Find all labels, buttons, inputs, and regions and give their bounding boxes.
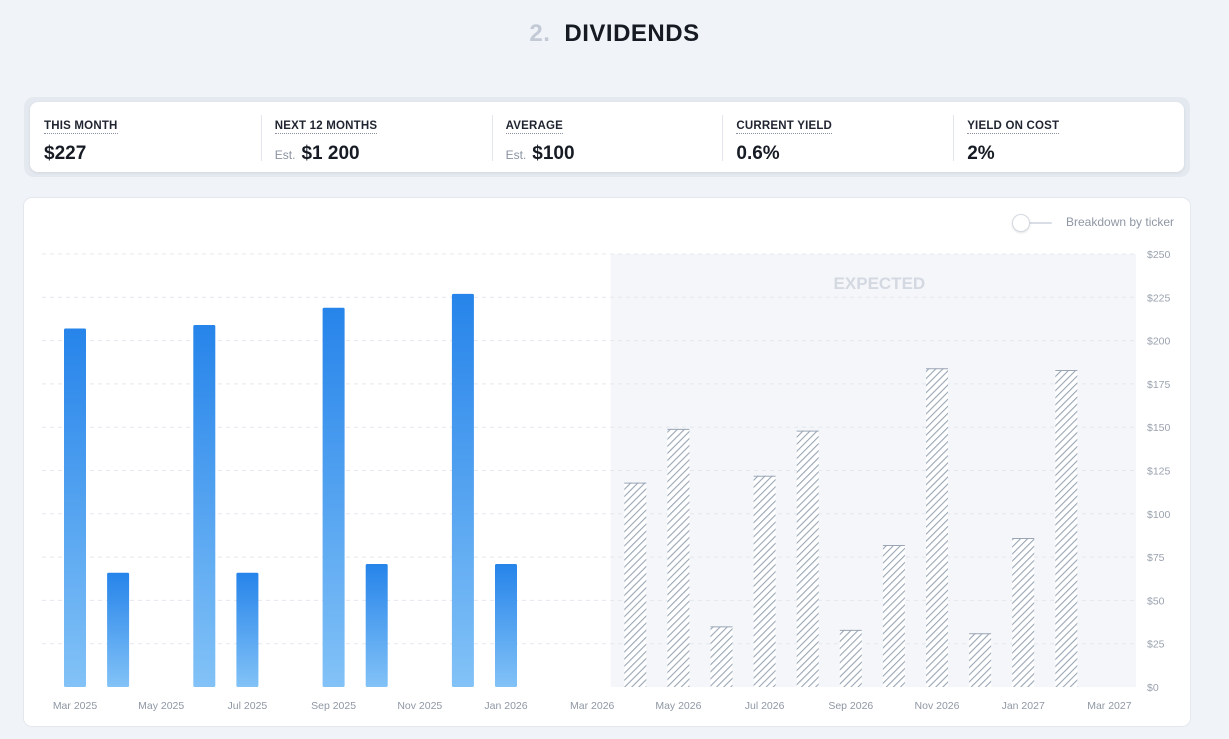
stat-value: $100 [532,143,575,164]
stat-value: $1 200 [301,143,360,164]
stat-yield-on-cost: YIELD ON COST 2% [953,102,1184,172]
expected-bar [926,368,948,687]
y-tick-label: $25 [1147,639,1165,651]
actual-bar [193,325,216,687]
stats-card: THIS MONTH $227 NEXT 12 MONTHS Est. $1 2… [30,102,1184,172]
stat-prefix: Est. [505,148,527,162]
section-title: 2. DIVIDENDS [0,20,1229,48]
y-tick-label: $175 [1147,379,1171,391]
actual-bar [495,564,517,687]
expected-bar [667,428,690,687]
stat-next-12-months: NEXT 12 MONTHS Est. $1 200 [260,102,492,172]
x-tick-label: Jan 2026 [484,700,527,712]
stat-label[interactable]: AVERAGE [505,120,564,134]
expected-bar [1055,370,1078,687]
expected-bar [839,629,862,687]
expected-bar [969,633,992,687]
toggle-knob[interactable] [1012,214,1030,232]
y-tick-label: $75 [1147,552,1165,564]
expected-label: EXPECTED [834,274,926,293]
x-tick-label: Jul 2025 [228,700,268,712]
stat-current-yield: CURRENT YIELD 0.6% [722,102,953,172]
dividends-bar-chart: EXPECTED $0 $25 $50 $75 $100 $125 $150 $175 $200 $… [42,249,1171,712]
stat-label[interactable]: YIELD ON COST [967,120,1060,134]
section-heading: DIVIDENDS [564,20,700,47]
dividends-chart-card: Breakdown by ticker EXPECTED $0 $25 $50 $75 $… [24,198,1190,726]
actual-bar [365,564,388,687]
expected-bar [624,482,647,687]
x-tick-label: Nov 2026 [915,700,960,712]
x-tick-label: May 2026 [655,700,701,712]
actual-bar [107,572,130,687]
section-number: 2. [529,20,551,47]
x-tick-label: Mar 2027 [1087,700,1132,712]
y-tick-label: $150 [1147,422,1171,434]
stat-label[interactable]: THIS MONTH [44,120,118,134]
actual-bar [451,293,474,687]
stat-this-month: THIS MONTH $227 [30,102,261,172]
y-tick-label: $200 [1147,336,1171,348]
stat-value: $227 [44,143,87,164]
x-tick-label: May 2025 [138,700,184,712]
actual-bar [322,307,345,687]
stat-value: 2% [967,143,995,164]
stat-label[interactable]: CURRENT YIELD [736,120,833,134]
actual-bar [236,572,259,687]
toggle-track [1020,222,1052,224]
stats-panel: THIS MONTH $227 NEXT 12 MONTHS Est. $1 2… [24,97,1190,177]
expected-bar [753,475,776,687]
y-tick-label: $250 [1147,249,1171,261]
y-tick-label: $50 [1147,595,1165,607]
expected-bar [710,626,733,687]
x-tick-label: Mar 2026 [570,700,615,712]
expected-bar [882,544,905,687]
expected-bar [1012,538,1035,687]
y-tick-label: $225 [1147,292,1171,304]
stat-prefix: Est. [274,148,296,162]
x-tick-label: Jul 2026 [745,700,785,712]
breakdown-toggle[interactable] [1012,214,1052,232]
y-tick-label: $100 [1147,509,1171,521]
x-tick-label: Nov 2025 [397,700,442,712]
x-tick-label: Sep 2026 [828,700,873,712]
stat-value: 0.6% [736,143,780,164]
expected-bar [796,430,819,687]
stat-average: AVERAGE Est. $100 [491,102,723,172]
stat-label[interactable]: NEXT 12 MONTHS [274,120,378,134]
actual-bar [64,328,86,687]
x-tick-label: Jan 2027 [1002,700,1045,712]
y-tick-label: $125 [1147,466,1171,478]
x-tick-label: Sep 2025 [311,700,356,712]
breakdown-toggle-label[interactable]: Breakdown by ticker [1066,215,1175,229]
y-tick-label: $0 [1147,682,1159,694]
x-tick-label: Mar 2025 [53,700,98,712]
